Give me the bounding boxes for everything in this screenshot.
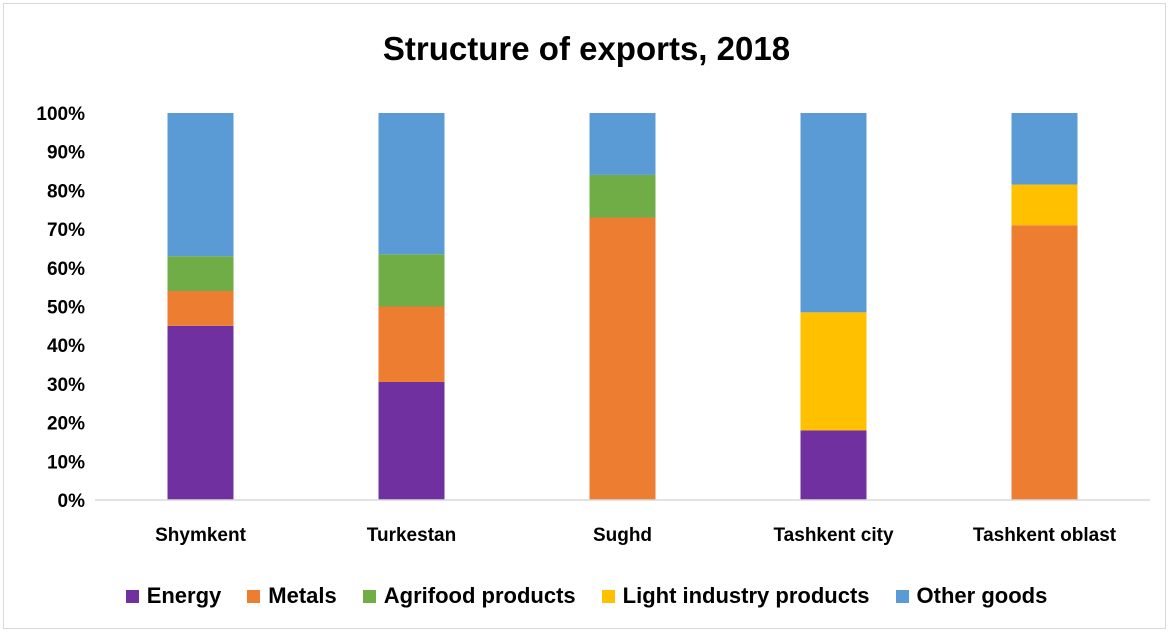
- y-tick-label: 50%: [47, 298, 85, 319]
- legend-swatch: [125, 589, 139, 603]
- y-tick-label: 90%: [47, 143, 85, 164]
- bar-segment: [800, 430, 867, 500]
- x-category-label: Sughd: [593, 525, 652, 546]
- legend-swatch: [247, 589, 261, 603]
- legend-swatch: [362, 589, 376, 603]
- legend-swatch: [895, 589, 909, 603]
- legend-swatch: [601, 589, 615, 603]
- y-tick-label: 30%: [47, 375, 85, 396]
- bar-segment: [378, 381, 445, 500]
- legend-item: Light industry products: [601, 583, 870, 609]
- x-category-label: Turkestan: [367, 525, 456, 546]
- bar-segment: [378, 113, 445, 255]
- bar-segment: [167, 256, 234, 292]
- bar-segment: [1011, 184, 1078, 226]
- legend-item: Agrifood products: [362, 583, 576, 609]
- x-category-label: Tashkent oblast: [973, 525, 1117, 546]
- y-tick-label: 10%: [47, 452, 85, 473]
- bar-segment: [378, 254, 445, 307]
- bar-segment: [378, 306, 445, 382]
- bar-segment: [1011, 113, 1078, 185]
- legend-label: Metals: [268, 583, 337, 608]
- bar-segment: [167, 325, 234, 500]
- bar-segment: [800, 312, 867, 431]
- bar-segment: [167, 291, 234, 326]
- bar-segment: [589, 174, 656, 218]
- x-category-label: Shymkent: [155, 525, 246, 546]
- y-tick-label: 20%: [47, 414, 85, 435]
- legend-item: Other goods: [895, 583, 1048, 609]
- bar-segment: [800, 113, 867, 313]
- legend-label: Energy: [146, 583, 222, 608]
- chart-title: Structure of exports, 2018: [382, 30, 791, 67]
- legend-label: Other goods: [916, 583, 1048, 608]
- y-tick-label: 80%: [47, 181, 85, 202]
- y-tick-label: 0%: [58, 491, 86, 512]
- bar-segment: [167, 113, 234, 257]
- bar-segment: [589, 217, 656, 501]
- legend: Energy Metals Agrifood products Light indus…: [0, 583, 1173, 609]
- bar-segment: [1011, 225, 1078, 501]
- x-category-label: Tashkent city: [773, 525, 893, 546]
- legend-item: Energy: [125, 583, 222, 609]
- legend-label: Light industry products: [622, 583, 870, 608]
- y-tick-label: 70%: [47, 220, 85, 241]
- y-tick-label: 60%: [47, 259, 85, 280]
- bar-segment: [589, 113, 656, 175]
- y-tick-label: 100%: [36, 104, 85, 125]
- legend-item: Metals: [247, 583, 337, 609]
- legend-label: Agrifood products: [383, 583, 576, 608]
- y-tick-label: 40%: [47, 336, 85, 357]
